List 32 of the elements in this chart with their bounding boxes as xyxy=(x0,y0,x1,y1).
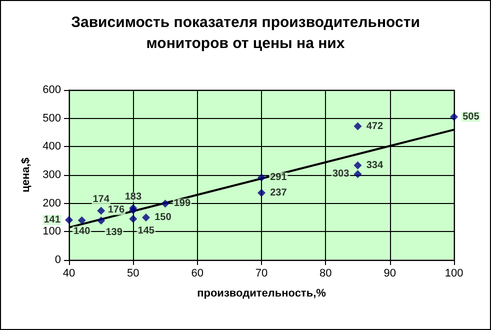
x-tick-label: 40 xyxy=(62,268,76,280)
data-label: 141 xyxy=(44,214,61,226)
x-tick-label: 70 xyxy=(255,268,268,280)
x-tick-label: 100 xyxy=(444,268,464,280)
data-label: 237 xyxy=(270,187,288,198)
data-label: 150 xyxy=(154,212,172,223)
data-label: 139 xyxy=(106,227,123,238)
y-tick-label: 0 xyxy=(54,254,61,266)
x-tick-label: 90 xyxy=(384,268,396,280)
y-tick-label: 300 xyxy=(42,169,61,181)
data-label: 199 xyxy=(174,198,191,210)
x-tick-label: 50 xyxy=(127,268,140,280)
chart-title: Зависимость показателя производительности мониторов от цены на них xyxy=(71,14,420,52)
data-label: 145 xyxy=(138,225,155,236)
y-axis-title: цена,$ xyxy=(20,158,32,192)
y-tick-label: 200 xyxy=(42,197,61,210)
data-label: 472 xyxy=(366,120,384,132)
data-label: 176 xyxy=(108,204,125,216)
y-tick-label: 500 xyxy=(42,112,61,124)
y-tick-label: 100 xyxy=(42,226,61,238)
data-label: 505 xyxy=(462,111,480,122)
data-label: 183 xyxy=(124,192,142,203)
data-label: 334 xyxy=(366,160,384,171)
x-axis-title: производительность,% xyxy=(197,288,326,300)
data-label: 303 xyxy=(332,168,350,180)
data-label: 174 xyxy=(92,194,110,206)
y-tick-label: 600 xyxy=(42,84,61,96)
y-tick-label: 400 xyxy=(42,140,61,153)
x-tick-label: 60 xyxy=(191,268,204,280)
data-label: 291 xyxy=(270,172,288,184)
x-tick-label: 80 xyxy=(320,268,332,280)
data-label: 140 xyxy=(73,226,91,237)
